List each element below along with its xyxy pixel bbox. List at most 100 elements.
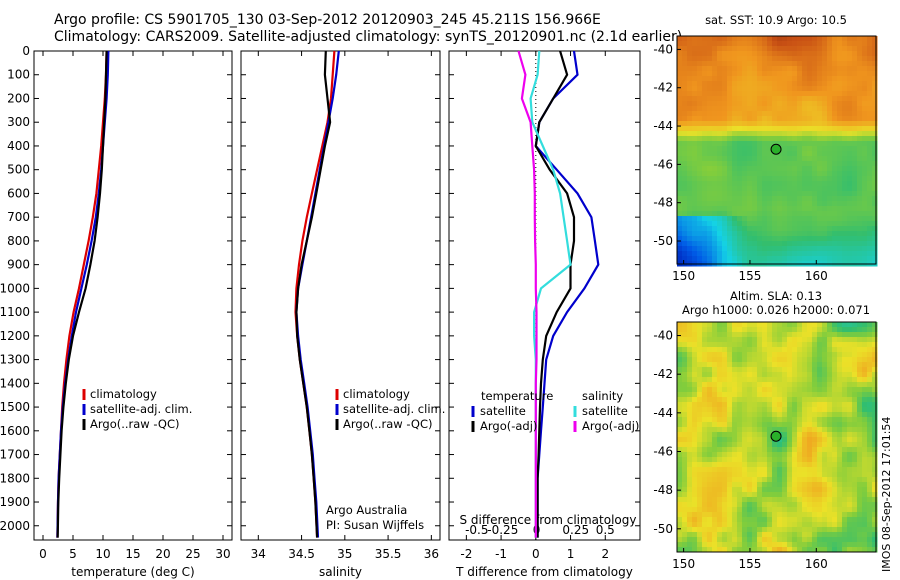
sla_map-cell xyxy=(847,502,853,508)
sla_map-cell xyxy=(832,347,838,353)
sst_map-cell xyxy=(772,86,778,92)
sst_map-cell xyxy=(847,156,853,162)
sst_map-cell xyxy=(712,246,718,252)
sla_map-cell xyxy=(737,427,743,433)
sla_map-cell xyxy=(757,412,763,418)
sla_map-cell xyxy=(752,407,758,413)
sla_map-cell xyxy=(797,362,803,368)
sla_map-cell xyxy=(677,347,683,353)
sla_map-cell xyxy=(797,367,803,373)
sla_map-cell xyxy=(857,457,863,463)
sst_map-cell xyxy=(697,111,703,117)
difference-xtick-label: 1 xyxy=(567,547,575,561)
sst_map-cell xyxy=(702,241,708,247)
sst_map-cell xyxy=(682,216,688,222)
sla_map-cell xyxy=(742,512,748,518)
sla_map-cell xyxy=(722,467,728,473)
sla_map-cell xyxy=(857,377,863,383)
sla_map-cell xyxy=(687,422,693,428)
sla_map-cell xyxy=(837,357,843,363)
sst_map-cell xyxy=(787,51,793,57)
sst_map-cell xyxy=(782,41,788,47)
sla_map-cell xyxy=(862,322,868,328)
sst_map-cell xyxy=(852,211,858,217)
sst_map-cell xyxy=(817,56,823,62)
sst_map-cell xyxy=(712,101,718,107)
sst_map-cell xyxy=(842,241,848,247)
sst_map-cell xyxy=(817,231,823,237)
sla_map-cell xyxy=(847,357,853,363)
sst_map-cell xyxy=(832,116,838,122)
sst_map-cell xyxy=(842,111,848,117)
sst_map-cell xyxy=(832,81,838,87)
sla_map-cell xyxy=(742,487,748,493)
sla_map-cell xyxy=(857,502,863,508)
sla_map-cell xyxy=(787,382,793,388)
sst_map-cell xyxy=(832,101,838,107)
sst_map-cell xyxy=(722,196,728,202)
sst_map-cell xyxy=(867,191,873,197)
sst_map-cell xyxy=(677,151,683,157)
sla_map-cell xyxy=(692,522,698,528)
sst_map-cell xyxy=(817,161,823,167)
sla_map-cell xyxy=(702,472,708,478)
sla_map-cell xyxy=(747,457,753,463)
sst_map-cell xyxy=(697,141,703,147)
sla_map-cell xyxy=(757,372,763,378)
sla_map-cell xyxy=(752,527,758,533)
sst_map-cell xyxy=(787,161,793,167)
sst_map-cell xyxy=(827,91,833,97)
sla_map-cell xyxy=(772,537,778,543)
sla_map-cell xyxy=(822,352,828,358)
sst_map-cell xyxy=(837,91,843,97)
sst_map-cell xyxy=(847,66,853,72)
sla_map-cell xyxy=(737,367,743,373)
sst_map-cell xyxy=(677,166,683,172)
sla_map-cell xyxy=(822,392,828,398)
sla_map-cell xyxy=(867,377,873,383)
sst_map-cell xyxy=(742,41,748,47)
sla_map-cell xyxy=(777,522,783,528)
sla_map-cell xyxy=(867,322,873,328)
sst_map-cell xyxy=(692,126,698,132)
sla_map-cell xyxy=(772,447,778,453)
sla_map-cell xyxy=(692,427,698,433)
sla_map-cell xyxy=(822,517,828,523)
sst_map-cell xyxy=(682,71,688,77)
sst_map-cell xyxy=(862,81,868,87)
sla_map-cell xyxy=(867,482,873,488)
sst_map-cell xyxy=(752,41,758,47)
sla_map-cell xyxy=(862,377,868,383)
sst_map-cell xyxy=(797,66,803,72)
sst_map-cell xyxy=(777,176,783,182)
sla_map-cell xyxy=(722,532,728,538)
sst_map-cell xyxy=(752,246,758,252)
sla_map-cell xyxy=(812,452,818,458)
sla_map-cell xyxy=(702,532,708,538)
sst_map-cell xyxy=(752,196,758,202)
sst_map-cell xyxy=(857,216,863,222)
sla_map-cell xyxy=(737,472,743,478)
sla_map-cell xyxy=(782,487,788,493)
sla_map-cell xyxy=(747,542,753,548)
sla_map-cell xyxy=(832,517,838,523)
sla_map-cell xyxy=(737,352,743,358)
sst_map-cell xyxy=(747,246,753,252)
sla_map-cell xyxy=(842,352,848,358)
sla_map-cell xyxy=(787,422,793,428)
sst_map-cell xyxy=(677,76,683,82)
sla_map-cell xyxy=(807,527,813,533)
sst_map-cell xyxy=(757,256,763,262)
sla_map-cell xyxy=(692,547,698,553)
sst_map-cell xyxy=(832,141,838,147)
sst_map-cell xyxy=(847,81,853,87)
sst_map-cell xyxy=(792,176,798,182)
sst_map-cell xyxy=(872,71,878,77)
sla_map-cell xyxy=(762,402,768,408)
sst_map-cell xyxy=(837,61,843,67)
sst_map-cell xyxy=(712,136,718,142)
sst_map-cell xyxy=(852,96,858,102)
sst_map-cell xyxy=(697,41,703,47)
sst_map-cell xyxy=(857,231,863,237)
depth-tick-label: 300 xyxy=(7,115,30,129)
